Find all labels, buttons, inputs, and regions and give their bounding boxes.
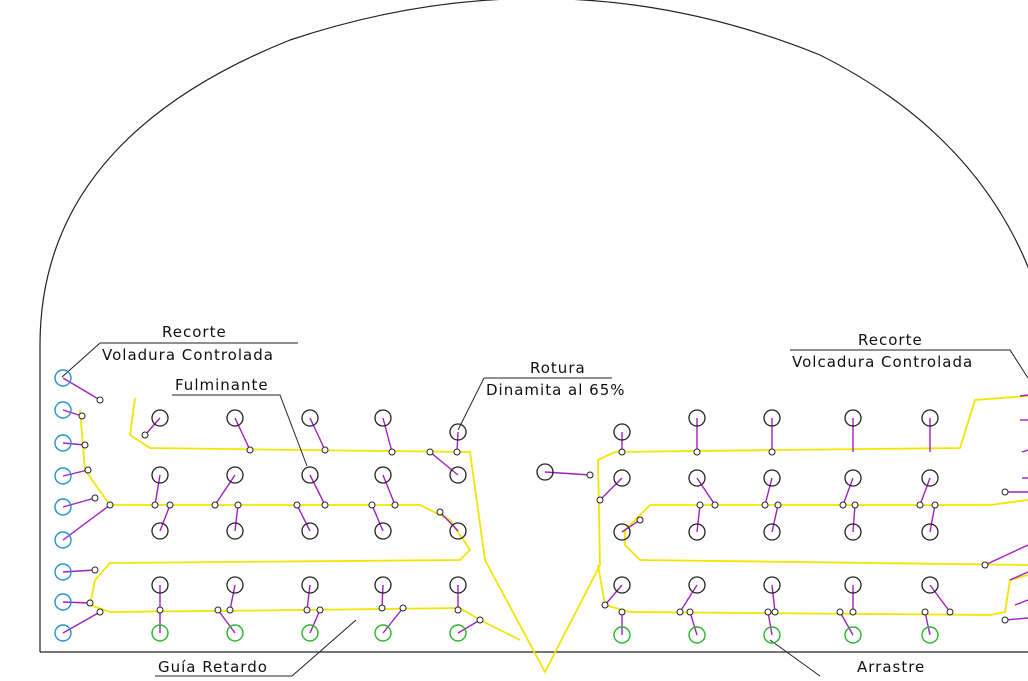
label-dinamita: Dinamita al 65% <box>486 381 626 399</box>
connector-lines <box>62 377 1028 636</box>
detonator-markers <box>78 396 1009 624</box>
rotura-holes <box>151 409 939 594</box>
label-recorte-right: Recorte <box>858 331 923 349</box>
leader-lines <box>61 342 1028 677</box>
tunnel-outline <box>39 0 1028 652</box>
label-fulminante: Fulminante <box>175 376 269 394</box>
arrastre-holes <box>151 624 939 644</box>
label-recorte-left: Recorte <box>162 323 227 341</box>
label-guia-retardo: Guía Retardo <box>158 658 268 676</box>
label-voladura-right: Volcadura Controlada <box>792 353 973 371</box>
fuse-lines <box>79 395 1028 674</box>
label-arrastre: Arrastre <box>857 658 925 676</box>
label-voladura-left: Voladura Controlada <box>102 346 274 364</box>
label-rotura: Rotura <box>530 359 586 377</box>
recorte-holes <box>54 369 72 642</box>
